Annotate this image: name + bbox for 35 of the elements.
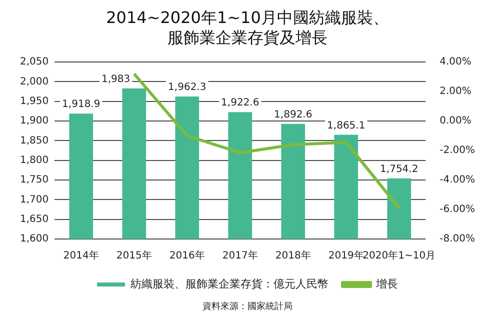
y2-tick-label: -2.00%	[440, 145, 476, 156]
y-tick-label: 1,700	[20, 194, 49, 206]
y-tick-label: 2,050	[20, 56, 49, 68]
x-tick-label: 2017年	[222, 250, 258, 262]
data-label: 1,754.2	[380, 164, 418, 175]
y-tick-label: 1,900	[20, 116, 49, 127]
y-tick-label: 1,650	[20, 214, 49, 225]
y2-tick-label: 0.00%	[440, 116, 472, 127]
y-tick-label: 1,950	[20, 96, 49, 107]
source-note: 資料來源：國家統計局	[202, 300, 294, 313]
data-label: 1,918.9	[62, 99, 100, 110]
y2-tick-label: -8.00%	[440, 234, 476, 245]
y-tick-label: 1,800	[20, 154, 49, 166]
x-tick-label: 2019年	[328, 250, 364, 262]
x-tick-label: 2014年	[63, 250, 99, 262]
x-tick-label: 2020年1~10月	[362, 250, 436, 262]
y2-tick-label: -4.00%	[440, 174, 476, 186]
x-tick-label: 2015年	[116, 250, 152, 262]
x-tick-label: 2016年	[169, 250, 205, 262]
legend-label: 紡織服裝、服飾業企業存貨：億元人民幣	[130, 277, 328, 290]
data-label: 1,865.1	[327, 120, 366, 132]
x-tick-label: 2018年	[275, 250, 311, 262]
y-tick-label: 1,850	[20, 135, 49, 146]
data-label: 1,892.6	[274, 110, 312, 121]
y2-tick-label: -6.00%	[440, 204, 476, 216]
data-label: 1,983	[101, 74, 130, 85]
legend-label: 增長	[375, 277, 398, 290]
data-label: 1,962.3	[168, 82, 206, 94]
y-tick-label: 2,000	[20, 76, 49, 88]
y2-tick-label: 4.00%	[440, 56, 472, 68]
y-tick-label: 1,750	[20, 174, 49, 186]
chart-title: 2014~2020年1~10月中國紡織服裝、服飾業企業存貨及增長	[105, 8, 390, 48]
data-label: 1,922.6	[221, 98, 260, 109]
y-tick-label: 1,600	[20, 234, 49, 245]
y2-tick-label: 2.00%	[440, 86, 472, 98]
